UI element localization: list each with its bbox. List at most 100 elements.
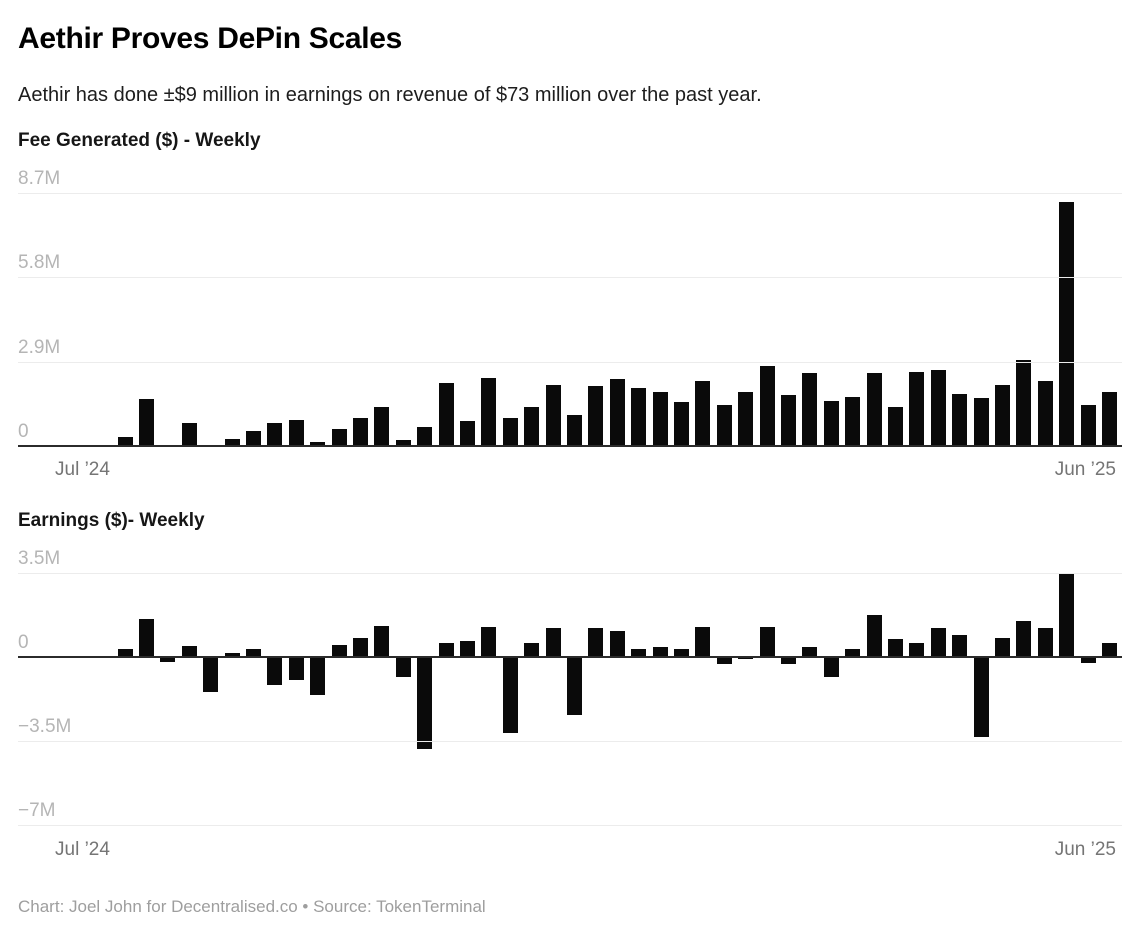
bar-week-28 [631,387,647,446]
gridline [18,361,1122,363]
earnings-chart-title: Earnings ($)- Weekly [18,510,205,531]
bar-week-24 [545,628,561,657]
zero-axis-line [18,656,1122,658]
bar-week-22 [502,657,518,733]
bar-week-32 [716,657,732,665]
bar-week-15 [353,418,368,446]
bar-week-46 [1016,360,1032,446]
bar-week-13 [310,657,326,696]
bar-week-30 [674,402,689,446]
gridline [18,573,1122,574]
bar-week-7 [181,422,197,446]
bar-week-45 [995,637,1010,657]
bar-week-33 [738,657,754,660]
y-axis-tick-label: 2.9M [18,336,61,358]
bar-week-19 [438,383,454,446]
bar-week-34 [759,627,775,657]
y-axis-tick-label: 0 [18,632,29,653]
page-title: Aethir Proves DePin Scales [18,22,403,55]
bar-week-11 [267,422,283,446]
earnings-chart-plot-area: Jul ’24 Jun ’25 3.5M 0 −3.5M −7M [18,548,1122,860]
bar-week-18 [417,657,433,750]
bar-week-6 [160,657,176,662]
source-credit: Chart: Joel John for Decentralised.co • … [18,897,486,916]
bar-week-49 [1080,657,1096,663]
zero-axis-line [18,445,1122,447]
bar-week-12 [288,419,304,446]
bar-week-32 [716,405,732,446]
bar-week-29 [652,647,668,657]
fee-chart-plot-area: Jul ’24 Jun ’25 8.7M 5.8M 2.9M 0 [18,168,1122,480]
gridline [18,741,1122,742]
bar-week-9 [224,438,240,446]
y-axis-tick-label: 5.8M [18,252,61,274]
bar-week-4 [117,437,133,446]
bar-week-49 [1080,405,1096,446]
bar-week-44 [973,398,989,446]
bar-week-47 [1037,628,1053,657]
bar-week-5 [139,618,154,657]
bar-week-50 [1102,392,1117,446]
bar-week-19 [438,642,454,657]
bar-week-8 [203,657,219,692]
bar-week-36 [802,647,818,657]
y-axis-tick-label: 0 [18,421,29,442]
bar-week-48 [1059,574,1075,657]
fee-x-axis-label-start: Jul ’24 [55,459,110,480]
y-axis-tick-label: 3.5M [18,548,61,569]
fee-x-axis-label-end: Jun ’25 [1054,459,1116,480]
bar-week-26 [588,386,604,446]
bar-week-43 [952,393,968,446]
bar-week-22 [502,418,518,446]
bar-week-36 [802,373,818,446]
earnings-x-axis-label-start: Jul ’24 [55,839,110,860]
bar-week-25 [567,415,582,446]
bar-week-41 [909,642,925,657]
bar-week-42 [930,628,946,657]
bar-week-50 [1102,642,1117,657]
bar-week-30 [674,648,689,657]
bar-week-5 [139,399,154,446]
bar-week-13 [310,441,326,446]
bar-week-24 [545,384,561,446]
bar-week-31 [695,627,711,657]
bar-week-45 [995,384,1010,446]
bar-week-27 [609,379,625,446]
bar-week-20 [460,421,475,446]
gridline [18,277,1122,279]
bar-week-7 [181,646,197,657]
bar-week-47 [1037,380,1053,446]
bar-week-48 [1059,201,1075,446]
bar-week-16 [374,625,390,657]
bar-week-17 [395,657,411,678]
bar-week-33 [738,392,754,446]
bar-week-21 [481,377,497,446]
bar-week-20 [460,641,475,657]
bar-week-40 [888,639,903,657]
bar-week-11 [267,657,283,685]
bar-week-25 [567,657,582,715]
chart-subtitle: Aethir has done ±$9 million in earnings … [18,84,762,106]
bar-week-37 [823,400,839,446]
bar-week-27 [609,630,625,657]
bar-week-31 [695,380,711,446]
bar-week-17 [395,440,411,446]
bar-week-35 [781,657,796,665]
bar-week-9 [224,653,240,657]
bar-week-44 [973,657,989,738]
bar-week-38 [845,648,861,657]
bar-week-23 [524,642,540,657]
bar-week-21 [481,627,497,657]
bar-week-10 [246,648,261,657]
bar-week-37 [823,657,839,678]
bar-week-46 [1016,621,1032,657]
bar-week-18 [417,427,433,446]
fee-chart-title: Fee Generated ($) - Weekly [18,130,261,151]
bar-week-43 [952,635,968,657]
bar-week-16 [374,406,390,446]
bar-week-26 [588,628,604,657]
bar-week-35 [781,395,796,446]
bar-week-15 [353,637,368,657]
bar-week-29 [652,392,668,446]
